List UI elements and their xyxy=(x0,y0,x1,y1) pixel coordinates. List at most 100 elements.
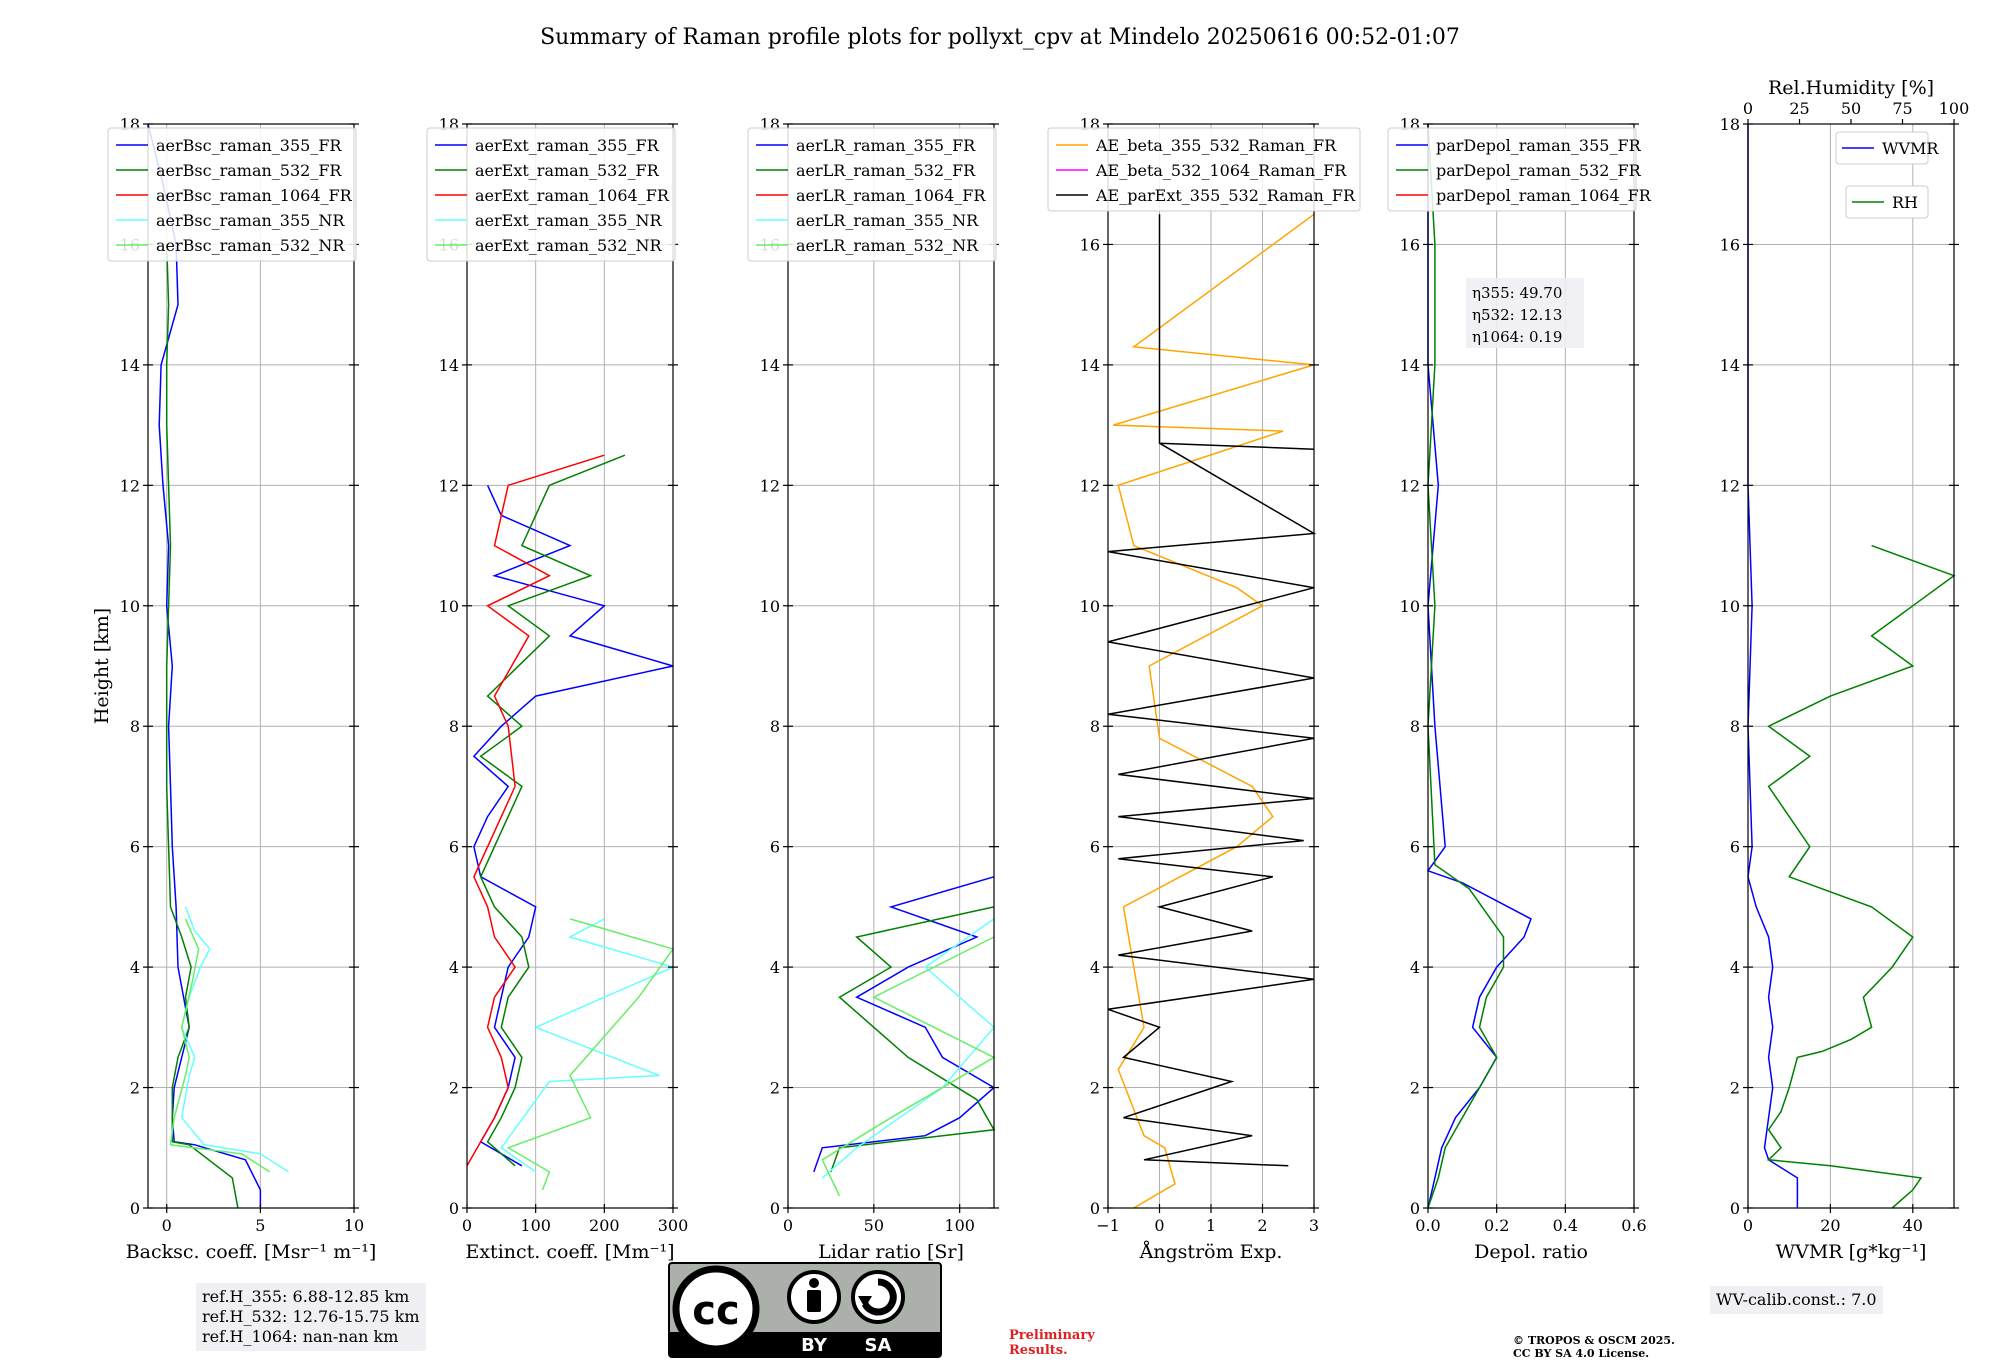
preliminary-line-2: Results. xyxy=(1009,1343,1068,1358)
top-xtick-label: 75 xyxy=(1892,99,1912,118)
top-xtick-label: 50 xyxy=(1841,99,1861,118)
ytick-label: 10 xyxy=(1080,597,1100,616)
ytick-label: 12 xyxy=(1720,476,1740,495)
xtick-label: 0.2 xyxy=(1484,1216,1509,1235)
axes-frame-lr xyxy=(787,123,995,1209)
legend-box-depol xyxy=(1387,127,1637,212)
ytick-label: 12 xyxy=(760,476,780,495)
ylabel: Height [km] xyxy=(91,608,113,724)
series-AE_beta_355_532_Raman_FR xyxy=(1112,184,1315,1209)
legend-box-ae xyxy=(1047,127,1361,212)
ytick-label: 4 xyxy=(1090,958,1100,977)
legend-label: aerExt_raman_1064_FR xyxy=(475,186,670,205)
ytick-label: 16 xyxy=(1080,235,1100,254)
xlabel-depol: Depol. ratio xyxy=(1474,1241,1588,1263)
xtick-label: 2 xyxy=(1257,1216,1267,1235)
series-AE_parExt_355_532_Raman_FR xyxy=(1107,214,1317,1167)
ytick-label: 18 xyxy=(1720,115,1740,134)
series-aerLR_raman_355_FR xyxy=(813,876,996,1173)
ytick-label: 8 xyxy=(1090,717,1100,736)
legend-box-bsc xyxy=(107,127,357,262)
ytick-label: 10 xyxy=(760,597,780,616)
cc-logo-text: cc xyxy=(692,1288,739,1334)
ytick-label: 0 xyxy=(130,1199,140,1218)
figure-title: Summary of Raman profile plots for polly… xyxy=(540,25,1460,50)
ytick-label: 8 xyxy=(130,717,140,736)
legend-label: aerLR_raman_1064_FR xyxy=(796,186,986,205)
ytick-label: 6 xyxy=(1090,838,1100,857)
series-parDepol_raman_532_FR xyxy=(1427,123,1505,1209)
ytick-label: 4 xyxy=(1730,958,1740,977)
ytick-label: 8 xyxy=(1410,717,1420,736)
series-aerLR_raman_355_NR xyxy=(821,918,996,1179)
xtick-label: 0 xyxy=(783,1216,793,1235)
legend-label: aerBsc_raman_355_FR xyxy=(156,136,342,155)
series-aerExt_raman_532_NR xyxy=(506,918,675,1191)
eta-line: η355: 49.70 xyxy=(1472,284,1562,302)
xtick-label: −1 xyxy=(1096,1216,1120,1235)
ytick-label: 6 xyxy=(449,838,459,857)
wv-calib-text: WV-calib.const.: 7.0 xyxy=(1716,1290,1877,1309)
xtick-label: 3 xyxy=(1309,1216,1319,1235)
legend-label: aerBsc_raman_532_NR xyxy=(156,236,345,255)
sa-sharealike-icon xyxy=(851,1270,905,1324)
xtick-label: 0.0 xyxy=(1415,1216,1440,1235)
series-aerLR_raman_532_NR xyxy=(821,936,996,1197)
copyright-note: © TROPOS & OSCM 2025. CC BY SA 4.0 Licen… xyxy=(1513,1334,1675,1360)
legend-box xyxy=(1835,131,1929,165)
ytick-label: 14 xyxy=(120,356,140,375)
series-aerExt_raman_1064_FR xyxy=(466,454,605,1167)
legend-label: aerBsc_raman_1064_FR xyxy=(156,186,353,205)
by-attribution-icon xyxy=(787,1270,841,1324)
axes-frame-ext xyxy=(466,123,674,1209)
legend-label: aerExt_raman_532_FR xyxy=(475,161,660,180)
ytick-label: 2 xyxy=(449,1079,459,1098)
xlabel-wv: WVMR [g*kg⁻¹] xyxy=(1776,1241,1927,1263)
legend-label: aerExt_raman_532_NR xyxy=(475,236,663,255)
series-aerBsc_raman_532_NR xyxy=(169,918,271,1173)
ytick-label: 6 xyxy=(130,838,140,857)
legend-label: aerBsc_raman_532_FR xyxy=(156,161,342,180)
xtick-label: 0.4 xyxy=(1553,1216,1578,1235)
xtick-label: 1 xyxy=(1206,1216,1216,1235)
series-aerLR_raman_532_FR xyxy=(830,906,996,1173)
series-aerBsc_raman_532_FR xyxy=(165,244,239,1209)
ytick-label: 2 xyxy=(130,1079,140,1098)
eta-line: η1064: 0.19 xyxy=(1472,328,1562,346)
preliminary-note: Preliminary Results. xyxy=(1009,1328,1095,1358)
ytick-label: 6 xyxy=(770,838,780,857)
ytick-label: 0 xyxy=(1090,1199,1100,1218)
legend-label: WVMR xyxy=(1882,139,1939,158)
panels: 0246810121416180510Backsc. coeff. [Msr⁻¹… xyxy=(91,77,1969,1263)
ytick-label: 14 xyxy=(760,356,780,375)
ytick-label: 8 xyxy=(449,717,459,736)
legend-label: AE_beta_355_532_Raman_FR xyxy=(1095,136,1337,155)
xtick-label: 0.6 xyxy=(1621,1216,1646,1235)
legend-label: aerExt_raman_355_FR xyxy=(475,136,660,155)
legend-box-lr xyxy=(747,127,997,262)
ytick-label: 14 xyxy=(1400,356,1420,375)
cc-license-badge: cc BY SA xyxy=(668,1262,942,1358)
top-xtick-label: 100 xyxy=(1939,99,1970,118)
xtick-label: 200 xyxy=(589,1216,620,1235)
legend-label: RH xyxy=(1892,193,1918,212)
ytick-label: 6 xyxy=(1730,838,1740,857)
wv-calib-box: WV-calib.const.: 7.0 xyxy=(1710,1286,1883,1314)
series-RH xyxy=(1766,544,1956,1209)
series-aerExt_raman_355_NR xyxy=(500,918,676,1173)
ytick-label: 4 xyxy=(130,958,140,977)
legend-label: aerBsc_raman_355_NR xyxy=(156,211,345,230)
ytick-label: 12 xyxy=(1400,476,1420,495)
ref-height-532: ref.H_532: 12.76-15.75 km xyxy=(202,1307,420,1326)
panel-ext: 0246810121416180100200300Extinct. coeff.… xyxy=(426,115,688,1263)
xtick-label: 0 xyxy=(1743,1216,1753,1235)
panel-bsc: 0246810121416180510Backsc. coeff. [Msr⁻¹… xyxy=(91,115,376,1263)
ytick-label: 8 xyxy=(1730,717,1740,736)
ytick-label: 2 xyxy=(770,1079,780,1098)
legend-box-ext xyxy=(426,127,676,262)
axes-frame-bsc xyxy=(147,123,355,1209)
